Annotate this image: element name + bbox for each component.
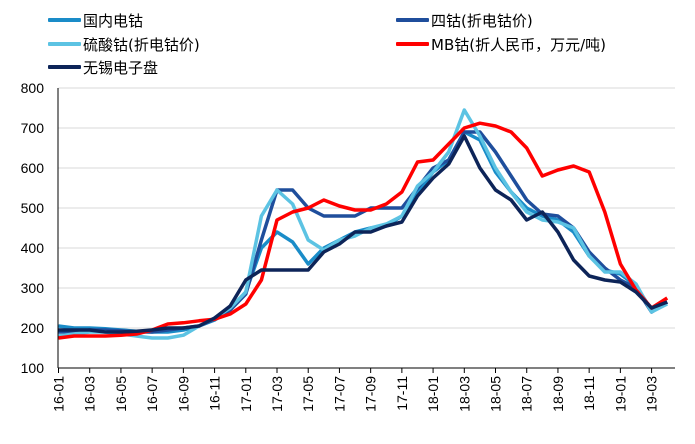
legend-item-guonei-dianGu: 国内电钴 xyxy=(48,10,143,30)
x-tick-label: 16-05 xyxy=(113,376,129,412)
legend-label: 四钴(折电钴价) xyxy=(431,11,533,30)
x-tick-label: 16-01 xyxy=(51,376,67,412)
series-line-3 xyxy=(58,121,669,340)
y-tick-label: 400 xyxy=(21,240,45,256)
x-tick-label: 17-09 xyxy=(363,376,379,412)
series-lines xyxy=(58,108,669,340)
gridlines xyxy=(58,87,675,329)
x-tick-label: 19-01 xyxy=(612,376,628,412)
legend-item-wuxi: 无锡电子盘 xyxy=(48,57,158,77)
x-tick-label: 18-03 xyxy=(456,376,472,412)
x-tick-label: 16-03 xyxy=(82,376,98,412)
x-tick-label: 19-03 xyxy=(644,376,660,412)
x-tick-label: 17-05 xyxy=(300,376,316,412)
x-tick-label: 16-09 xyxy=(175,376,191,412)
series-line-1 xyxy=(58,130,669,334)
x-tick-label: 18-11 xyxy=(581,376,597,411)
x-tick-label: 17-11 xyxy=(394,376,410,411)
x-tick-label: 18-01 xyxy=(425,376,441,412)
y-tick-label: 500 xyxy=(21,200,45,216)
series-line-2 xyxy=(58,108,668,340)
x-tick-label: 18-05 xyxy=(488,376,504,412)
x-tick-label: 17-03 xyxy=(269,376,285,412)
y-tick-label: 200 xyxy=(21,320,45,336)
legend-item-sigu: 四钴(折电钴价) xyxy=(396,10,533,30)
legend-label: MB钴(折人民币，万元/吨) xyxy=(431,35,606,54)
y-tick-label: 300 xyxy=(21,280,45,296)
legend-swatch xyxy=(396,18,429,22)
series-line-4 xyxy=(58,134,668,334)
x-tick-label: 18-07 xyxy=(519,376,535,412)
legend-swatch xyxy=(48,65,81,69)
x-tick-label: 17-07 xyxy=(331,376,347,412)
legend-label: 无锡电子盘 xyxy=(83,58,159,77)
legend-swatch xyxy=(48,42,81,46)
x-tick-labels: 16-01 16-03 16-05 16-07 16-09 16-11 17-01 17-03… xyxy=(51,368,660,412)
x-tick-label: 16-11 xyxy=(207,376,223,411)
y-tick-labels: 100 200 300 400 500 600 700 800 xyxy=(21,80,45,376)
legend-label: 硫酸钴(折电钴价) xyxy=(83,35,200,54)
x-tick-label: 18-09 xyxy=(550,376,566,412)
y-tick-label: 700 xyxy=(21,120,45,136)
legend-item-liusuangu: 硫酸钴(折电钴价) xyxy=(48,34,200,54)
legend-swatch xyxy=(396,42,429,46)
legend-label: 国内电钴 xyxy=(83,11,144,30)
x-tick-label: 16-07 xyxy=(144,376,160,412)
legend-swatch xyxy=(48,18,81,22)
legend-item-mb: MB钴(折人民币，万元/吨) xyxy=(396,34,606,54)
y-tick-label: 800 xyxy=(21,80,45,96)
y-tick-label: 100 xyxy=(21,360,45,376)
x-tick-label: 17-01 xyxy=(238,376,254,412)
y-tick-label: 600 xyxy=(21,160,45,176)
